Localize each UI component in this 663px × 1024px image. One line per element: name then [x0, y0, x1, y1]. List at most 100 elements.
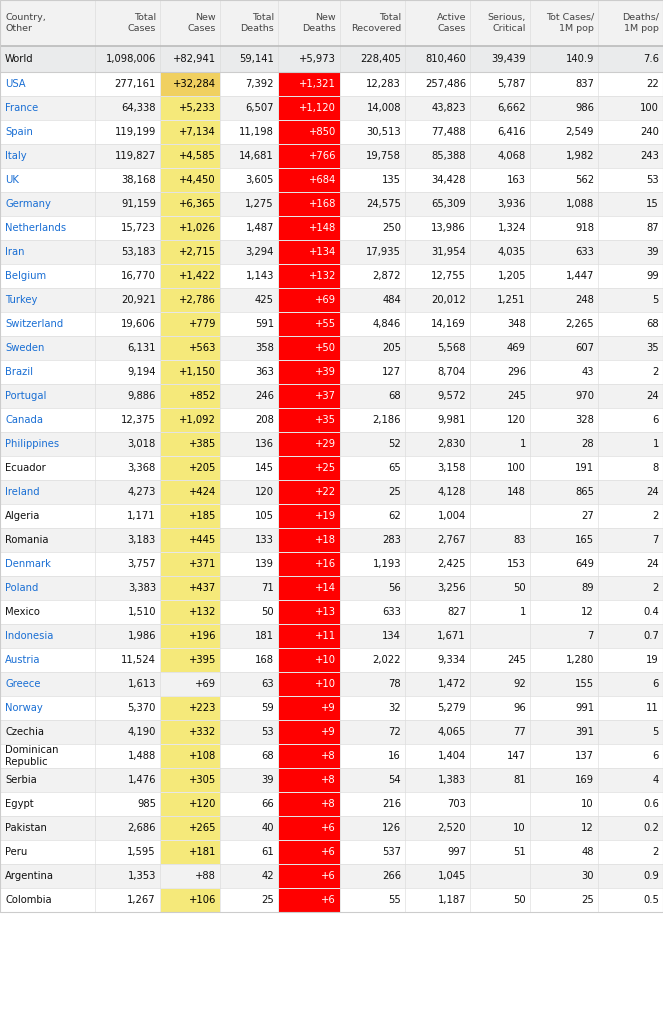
- Bar: [160, 528, 219, 552]
- Text: 68: 68: [389, 391, 401, 401]
- Text: +684: +684: [309, 175, 336, 185]
- Bar: [278, 73, 339, 95]
- Bar: [160, 169, 219, 191]
- Text: Romania: Romania: [5, 535, 48, 545]
- Text: 77,488: 77,488: [432, 127, 466, 137]
- Bar: [0, 312, 663, 336]
- Text: +11: +11: [315, 631, 336, 641]
- Bar: [160, 480, 219, 504]
- Text: +7,134: +7,134: [179, 127, 216, 137]
- Text: +14: +14: [315, 583, 336, 593]
- Text: 9,886: 9,886: [127, 391, 156, 401]
- Text: 11,198: 11,198: [239, 127, 274, 137]
- Bar: [160, 553, 219, 575]
- Text: +395: +395: [189, 655, 216, 665]
- Text: 2: 2: [652, 367, 659, 377]
- Text: Spain: Spain: [5, 127, 33, 137]
- Bar: [0, 0, 663, 912]
- Bar: [160, 696, 219, 720]
- Text: 537: 537: [382, 847, 401, 857]
- Bar: [278, 360, 339, 384]
- Bar: [0, 672, 663, 696]
- Bar: [0, 264, 663, 288]
- Bar: [278, 816, 339, 840]
- Bar: [160, 625, 219, 647]
- Text: 918: 918: [575, 223, 594, 233]
- Bar: [160, 241, 219, 263]
- Bar: [0, 216, 663, 240]
- Text: 0.2: 0.2: [643, 823, 659, 833]
- Text: 10: 10: [513, 823, 526, 833]
- Text: 1,353: 1,353: [127, 871, 156, 881]
- Text: Ecuador: Ecuador: [5, 463, 46, 473]
- Text: +8: +8: [322, 799, 336, 809]
- Text: 55: 55: [389, 895, 401, 905]
- Text: 120: 120: [255, 487, 274, 497]
- Text: 6: 6: [652, 679, 659, 689]
- Text: 72: 72: [389, 727, 401, 737]
- Text: 1,143: 1,143: [245, 271, 274, 281]
- Text: 1,098,006: 1,098,006: [105, 54, 156, 63]
- Text: +132: +132: [308, 271, 336, 281]
- Text: +6,365: +6,365: [179, 199, 216, 209]
- Text: Poland: Poland: [5, 583, 38, 593]
- Text: 970: 970: [575, 391, 594, 401]
- Text: Dominican
Republic: Dominican Republic: [5, 745, 58, 767]
- Text: New
Cases: New Cases: [188, 12, 216, 33]
- Text: +2,786: +2,786: [179, 295, 216, 305]
- Text: 266: 266: [382, 871, 401, 881]
- Bar: [160, 841, 219, 863]
- Text: 31,954: 31,954: [431, 247, 466, 257]
- Text: 3,018: 3,018: [128, 439, 156, 449]
- Text: 50: 50: [261, 607, 274, 617]
- Text: 208: 208: [255, 415, 274, 425]
- Text: +55: +55: [315, 319, 336, 329]
- Bar: [278, 216, 339, 240]
- Bar: [160, 337, 219, 359]
- Text: 4,068: 4,068: [498, 151, 526, 161]
- Text: Iran: Iran: [5, 247, 25, 257]
- Bar: [160, 721, 219, 743]
- Bar: [0, 72, 663, 96]
- Text: 39: 39: [261, 775, 274, 785]
- Text: 4,065: 4,065: [438, 727, 466, 737]
- Text: 24: 24: [646, 487, 659, 497]
- Text: 48: 48: [581, 847, 594, 857]
- Text: 2,549: 2,549: [566, 127, 594, 137]
- Text: +6: +6: [322, 847, 336, 857]
- Text: 2,186: 2,186: [373, 415, 401, 425]
- Text: 3,368: 3,368: [128, 463, 156, 473]
- Bar: [0, 744, 663, 768]
- Bar: [278, 673, 339, 695]
- Bar: [278, 312, 339, 336]
- Text: 134: 134: [382, 631, 401, 641]
- Text: 277,161: 277,161: [115, 79, 156, 89]
- Text: +385: +385: [189, 439, 216, 449]
- Text: 2,767: 2,767: [438, 535, 466, 545]
- Bar: [278, 721, 339, 743]
- Text: +8: +8: [322, 775, 336, 785]
- Text: 133: 133: [255, 535, 274, 545]
- Bar: [278, 648, 339, 672]
- Text: 191: 191: [575, 463, 594, 473]
- Text: New
Deaths: New Deaths: [302, 12, 336, 33]
- Text: 7.6: 7.6: [643, 54, 659, 63]
- Text: 1,171: 1,171: [127, 511, 156, 521]
- Bar: [160, 73, 219, 95]
- Text: 4,035: 4,035: [498, 247, 526, 257]
- Text: 245: 245: [507, 391, 526, 401]
- Text: 245: 245: [507, 655, 526, 665]
- Bar: [278, 169, 339, 191]
- Text: +1,092: +1,092: [179, 415, 216, 425]
- Text: Germany: Germany: [5, 199, 51, 209]
- Text: +9: +9: [322, 703, 336, 713]
- Text: +4,585: +4,585: [179, 151, 216, 161]
- Bar: [0, 144, 663, 168]
- Text: USA: USA: [5, 79, 26, 89]
- Text: 155: 155: [575, 679, 594, 689]
- Text: 0.5: 0.5: [643, 895, 659, 905]
- Text: 3,936: 3,936: [498, 199, 526, 209]
- Text: +305: +305: [189, 775, 216, 785]
- Text: 425: 425: [255, 295, 274, 305]
- Text: 243: 243: [640, 151, 659, 161]
